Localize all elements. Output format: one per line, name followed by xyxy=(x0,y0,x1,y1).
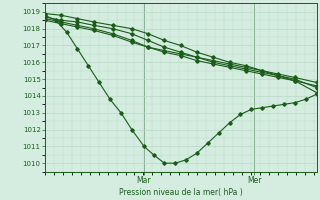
X-axis label: Pression niveau de la mer( hPa ): Pression niveau de la mer( hPa ) xyxy=(119,188,243,197)
